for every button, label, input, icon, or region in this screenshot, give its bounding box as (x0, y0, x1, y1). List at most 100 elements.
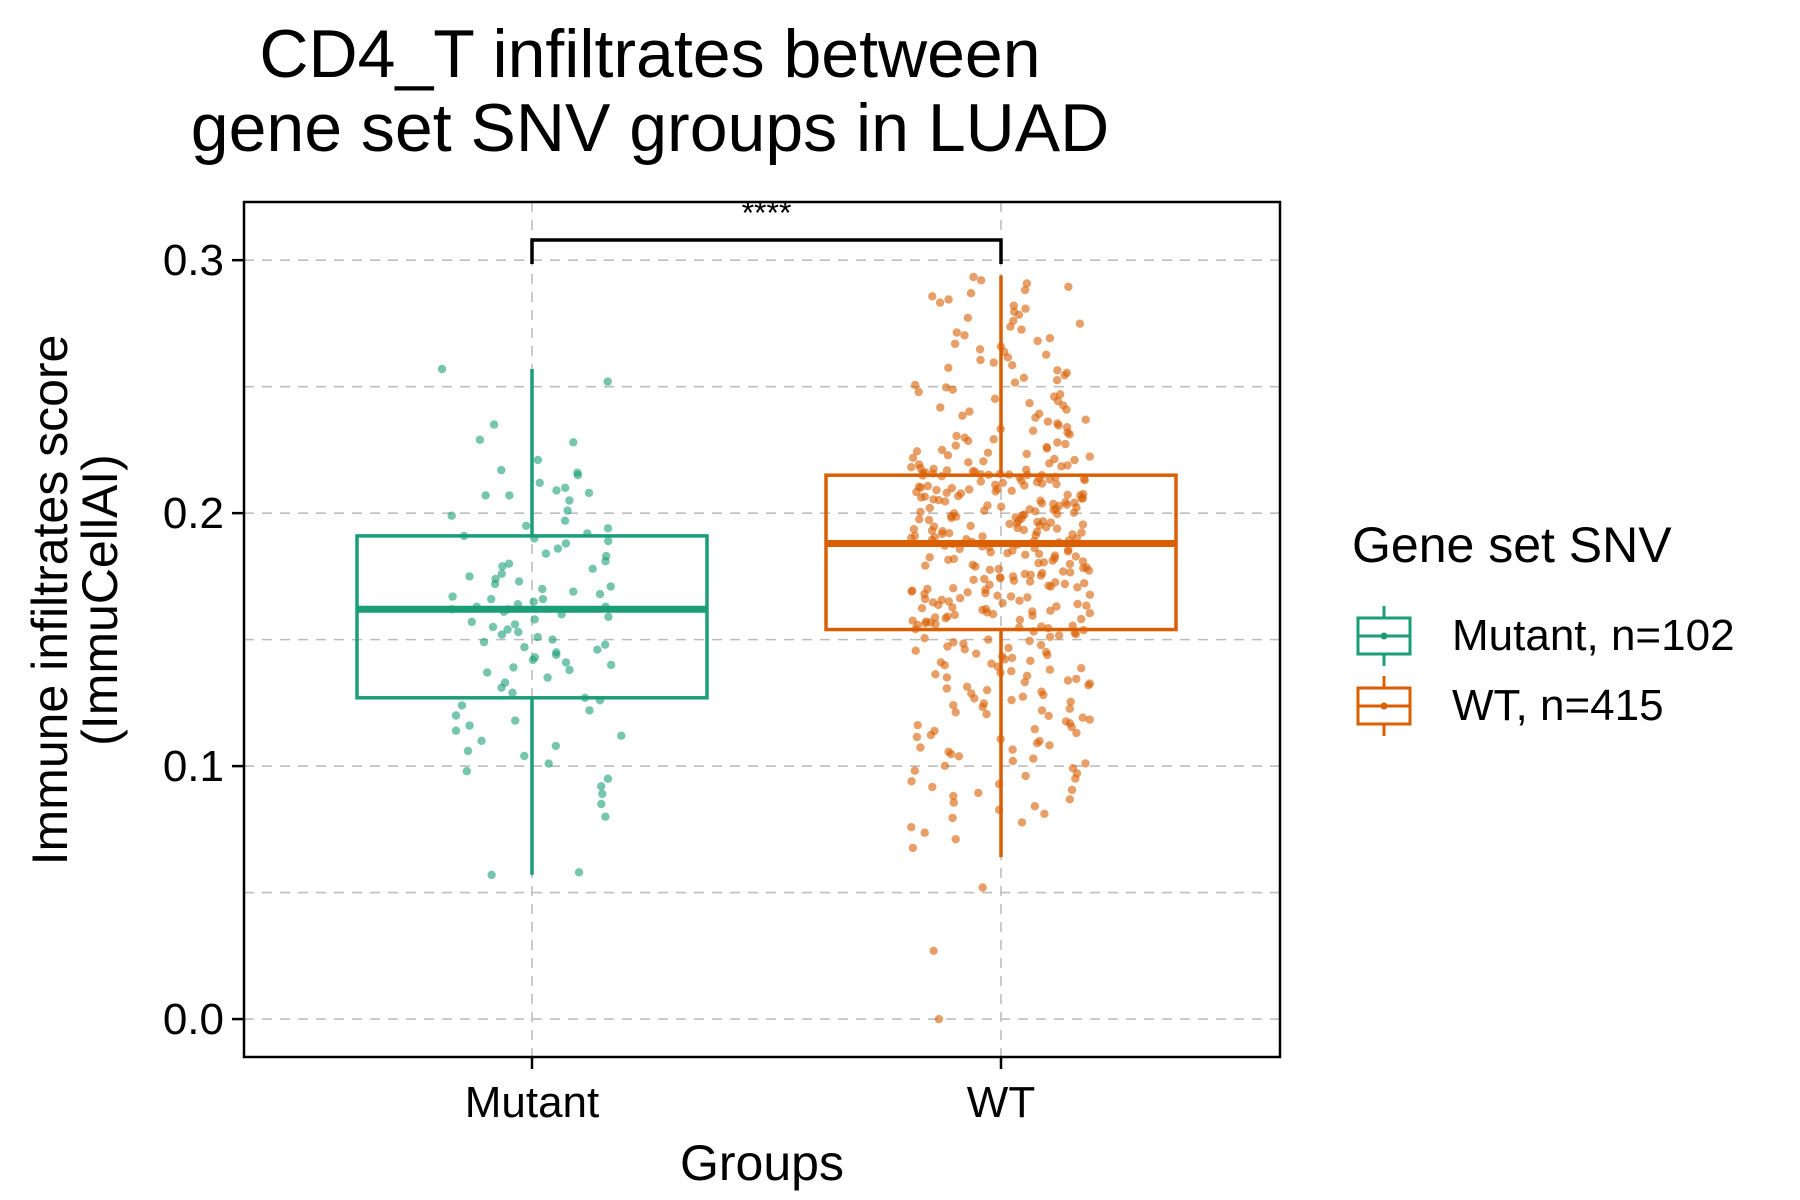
significance-label: **** (742, 195, 792, 231)
point-wt (1045, 334, 1055, 343)
point-wt (1010, 378, 1020, 387)
point-wt (936, 403, 945, 412)
point-wt (1042, 442, 1051, 452)
point-mutant (617, 731, 626, 740)
point-wt (1063, 461, 1072, 470)
point-mutant (597, 782, 606, 791)
point-wt (944, 295, 953, 304)
y-tick-label-0: 0.0 (163, 995, 224, 1044)
point-wt (1038, 517, 1048, 526)
x-tick-label-1: WT (967, 1078, 1035, 1127)
point-wt (1046, 518, 1056, 527)
point-wt (1021, 304, 1030, 313)
point-mutant (535, 478, 544, 487)
point-wt (1056, 390, 1065, 399)
point-wt (968, 466, 978, 476)
chart-title-line-1: CD4_T infiltrates between (259, 16, 1041, 92)
point-wt (969, 575, 978, 584)
point-wt (990, 394, 1000, 403)
point-wt (1045, 741, 1054, 750)
point-wt (907, 463, 916, 472)
point-wt (929, 522, 939, 531)
point-wt (1042, 647, 1051, 657)
point-wt (1021, 771, 1030, 781)
point-wt (1035, 736, 1044, 746)
point-wt (1028, 607, 1037, 616)
point-wt (1028, 426, 1038, 435)
point-wt (944, 747, 953, 756)
point-wt (1008, 572, 1018, 581)
point-mutant (563, 506, 572, 515)
point-mutant (560, 516, 570, 525)
point-wt (930, 613, 940, 622)
point-mutant (601, 812, 610, 821)
point-wt (940, 761, 950, 770)
point-wt (914, 482, 924, 491)
point-wt (1007, 486, 1016, 495)
point-wt (1008, 756, 1017, 766)
point-wt (1082, 601, 1091, 610)
point-mutant (508, 688, 517, 697)
point-wt (987, 659, 996, 668)
point-wt (1011, 513, 1020, 522)
point-wt (1061, 439, 1070, 449)
panel-border (242, 200, 1282, 1059)
point-wt (907, 586, 917, 595)
point-wt (932, 485, 941, 495)
point-mutant (565, 665, 574, 675)
point-wt (1053, 419, 1062, 428)
point-mutant (510, 620, 520, 629)
point-mutant (552, 650, 561, 659)
point-wt (943, 612, 952, 621)
point-wt (1058, 567, 1068, 576)
box-mutant (355, 534, 709, 700)
point-mutant (601, 640, 610, 649)
point-wt (907, 777, 916, 786)
point-wt (942, 466, 952, 475)
point-wt (929, 464, 938, 474)
legend-title: Gene set SNV (1352, 517, 1672, 573)
point-wt (1015, 615, 1025, 625)
point-mutant (601, 557, 610, 566)
point-wt (1062, 368, 1072, 377)
point-wt (1078, 713, 1088, 722)
point-wt (978, 532, 987, 541)
point-wt (938, 527, 947, 536)
point-wt (966, 289, 976, 298)
point-wt (1025, 505, 1034, 514)
point-mutant (475, 435, 485, 444)
point-wt (965, 407, 974, 416)
point-wt (1064, 545, 1073, 554)
point-wt (1032, 527, 1042, 537)
point-wt (916, 507, 925, 517)
point-wt (1085, 590, 1095, 599)
point-wt (914, 387, 923, 397)
point-mutant (467, 617, 476, 627)
point-wt (1072, 674, 1081, 684)
point-wt (1054, 631, 1064, 640)
point-wt (968, 560, 977, 569)
x-axis-label: Groups (680, 1135, 844, 1191)
point-wt (976, 477, 985, 486)
point-wt (1020, 510, 1029, 519)
point-wt (908, 843, 918, 853)
point-wt (1039, 558, 1049, 567)
point-wt (949, 554, 959, 564)
point-wt (925, 553, 934, 562)
point-wt (909, 525, 919, 534)
point-wt (929, 946, 938, 955)
point-wt (949, 584, 958, 593)
point-wt (989, 358, 998, 367)
point-wt (1075, 319, 1085, 328)
point-wt (959, 639, 968, 648)
point-mutant (520, 751, 529, 761)
point-wt (978, 883, 987, 892)
point-wt (1066, 568, 1075, 577)
point-mutant (451, 726, 461, 735)
point-wt (1006, 592, 1016, 601)
point-wt (925, 503, 934, 513)
point-wt (1036, 496, 1045, 505)
point-wt (1052, 524, 1062, 533)
point-wt (1017, 818, 1027, 827)
point-wt (983, 448, 993, 457)
